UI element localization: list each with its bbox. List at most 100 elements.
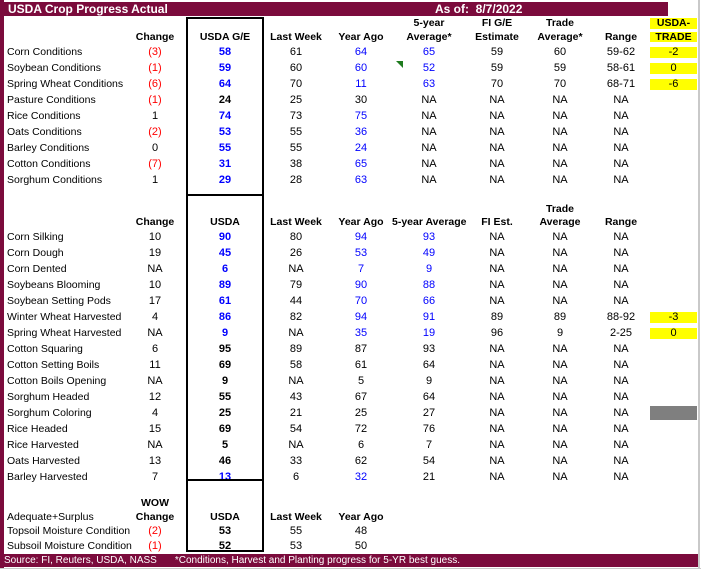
cell[interactable]: 59 <box>490 61 504 74</box>
cell[interactable]: 24 <box>354 141 368 154</box>
cell[interactable]: NA <box>552 406 568 419</box>
cell[interactable]: 70 <box>553 77 567 90</box>
cell[interactable]: NA <box>288 326 304 339</box>
row-label[interactable]: Corn Silking <box>7 230 64 243</box>
cell[interactable]: NA <box>421 141 437 154</box>
cell[interactable]: 64 <box>354 45 368 58</box>
cell[interactable]: NA <box>489 470 505 483</box>
cell[interactable]: 53 <box>218 125 232 138</box>
cell[interactable]: NA <box>288 262 304 275</box>
cell[interactable]: 53 <box>289 540 303 552</box>
row-label[interactable]: Rice Headed <box>7 422 68 435</box>
cell[interactable]: 70 <box>490 77 504 90</box>
cell[interactable]: (2) <box>148 525 162 537</box>
cell[interactable]: 21 <box>422 470 436 483</box>
cell[interactable]: NA <box>552 294 568 307</box>
cell[interactable]: -3 <box>650 311 697 323</box>
cell[interactable]: NA <box>552 230 568 243</box>
cell[interactable]: 2-25 <box>609 326 633 339</box>
cell[interactable]: 29 <box>218 173 232 186</box>
cell[interactable]: 30 <box>354 93 368 106</box>
cell[interactable]: 25 <box>354 406 368 419</box>
cell[interactable]: 61 <box>354 358 368 371</box>
cell[interactable]: 55 <box>289 125 303 138</box>
cell[interactable]: NA <box>552 157 568 170</box>
row-label[interactable]: Spring Wheat Conditions <box>7 77 124 90</box>
cell[interactable]: 94 <box>354 230 368 243</box>
cell[interactable]: 59 <box>553 61 567 74</box>
cell[interactable]: 65 <box>422 45 436 58</box>
cell[interactable]: NA <box>421 125 437 138</box>
column-header[interactable]: USDA <box>210 510 240 523</box>
cell[interactable]: NA <box>613 173 629 186</box>
column-header[interactable]: Change <box>135 30 175 43</box>
cell[interactable]: NA <box>421 93 437 106</box>
cell[interactable]: NA <box>552 246 568 259</box>
cell[interactable]: NA <box>613 422 629 435</box>
column-header[interactable]: USDA G/E <box>199 30 251 43</box>
cell[interactable]: 59 <box>490 45 504 58</box>
cell[interactable]: NA <box>489 454 505 467</box>
cell[interactable]: NA <box>613 141 629 154</box>
cell[interactable]: 46 <box>218 454 232 467</box>
cell[interactable]: 19 <box>422 326 436 339</box>
column-header[interactable]: Change <box>135 510 175 523</box>
cell[interactable]: 6 <box>221 262 229 275</box>
row-label[interactable]: Soybean Setting Pods <box>7 294 111 307</box>
cell[interactable]: 58 <box>218 45 232 58</box>
cell[interactable]: 59-62 <box>606 45 636 58</box>
cell[interactable]: (1) <box>148 540 162 552</box>
column-header[interactable]: Last Week <box>270 216 322 229</box>
row-label[interactable]: Oats Harvested <box>7 454 80 467</box>
cell[interactable]: NA <box>552 422 568 435</box>
cell[interactable]: 32 <box>354 470 368 483</box>
row-label[interactable]: Oats Conditions <box>7 125 82 138</box>
cell[interactable]: 61 <box>218 294 232 307</box>
cell[interactable]: NA <box>613 390 629 403</box>
cell[interactable]: 33 <box>289 454 303 467</box>
cell[interactable]: NA <box>552 93 568 106</box>
cell[interactable]: NA <box>552 470 568 483</box>
column-header[interactable]: USDA <box>210 216 240 229</box>
cell[interactable] <box>650 406 697 420</box>
row-label[interactable]: Rice Conditions <box>7 109 81 122</box>
column-header[interactable]: Average* <box>406 30 452 43</box>
cell[interactable]: NA <box>421 109 437 122</box>
cell[interactable]: NA <box>147 374 163 387</box>
cell[interactable]: 9 <box>556 326 564 339</box>
cell[interactable]: NA <box>288 438 304 451</box>
cell[interactable]: NA <box>552 374 568 387</box>
row-label[interactable]: Topsoil Moisture Condition <box>7 525 131 538</box>
cell[interactable]: 13 <box>148 454 162 467</box>
cell[interactable]: 6 <box>292 470 300 483</box>
cell[interactable]: 12 <box>148 390 162 403</box>
cell[interactable]: 54 <box>289 422 303 435</box>
cell[interactable]: 10 <box>148 278 162 291</box>
cell[interactable]: -6 <box>650 78 697 90</box>
cell[interactable]: 63 <box>354 173 368 186</box>
cell[interactable]: 17 <box>148 294 162 307</box>
cell[interactable]: 96 <box>490 326 504 339</box>
row-label[interactable]: Corn Dented <box>7 262 67 275</box>
cell[interactable]: NA <box>489 109 505 122</box>
cell[interactable]: 63 <box>422 77 436 90</box>
cell[interactable]: 9 <box>221 374 229 387</box>
row-label[interactable]: Cotton Boils Opening <box>7 374 107 387</box>
cell[interactable]: 69 <box>218 422 232 435</box>
cell[interactable]: 59 <box>218 61 232 74</box>
row-label[interactable]: Cotton Squaring <box>7 342 83 355</box>
cell[interactable]: NA <box>489 374 505 387</box>
cell[interactable]: 7 <box>357 262 365 275</box>
column-header[interactable]: Estimate <box>475 30 519 43</box>
cell[interactable]: 75 <box>354 109 368 122</box>
column-header[interactable]: Last Week <box>270 30 322 43</box>
cell[interactable]: 82 <box>289 310 303 323</box>
cell[interactable]: NA <box>489 390 505 403</box>
column-header[interactable]: Trade <box>545 17 574 30</box>
cell[interactable]: NA <box>552 278 568 291</box>
column-header[interactable]: WOW <box>141 496 169 509</box>
cell[interactable]: NA <box>613 157 629 170</box>
cell[interactable]: NA <box>552 262 568 275</box>
cell[interactable]: 58-61 <box>606 61 636 74</box>
cell[interactable]: 87 <box>354 342 368 355</box>
